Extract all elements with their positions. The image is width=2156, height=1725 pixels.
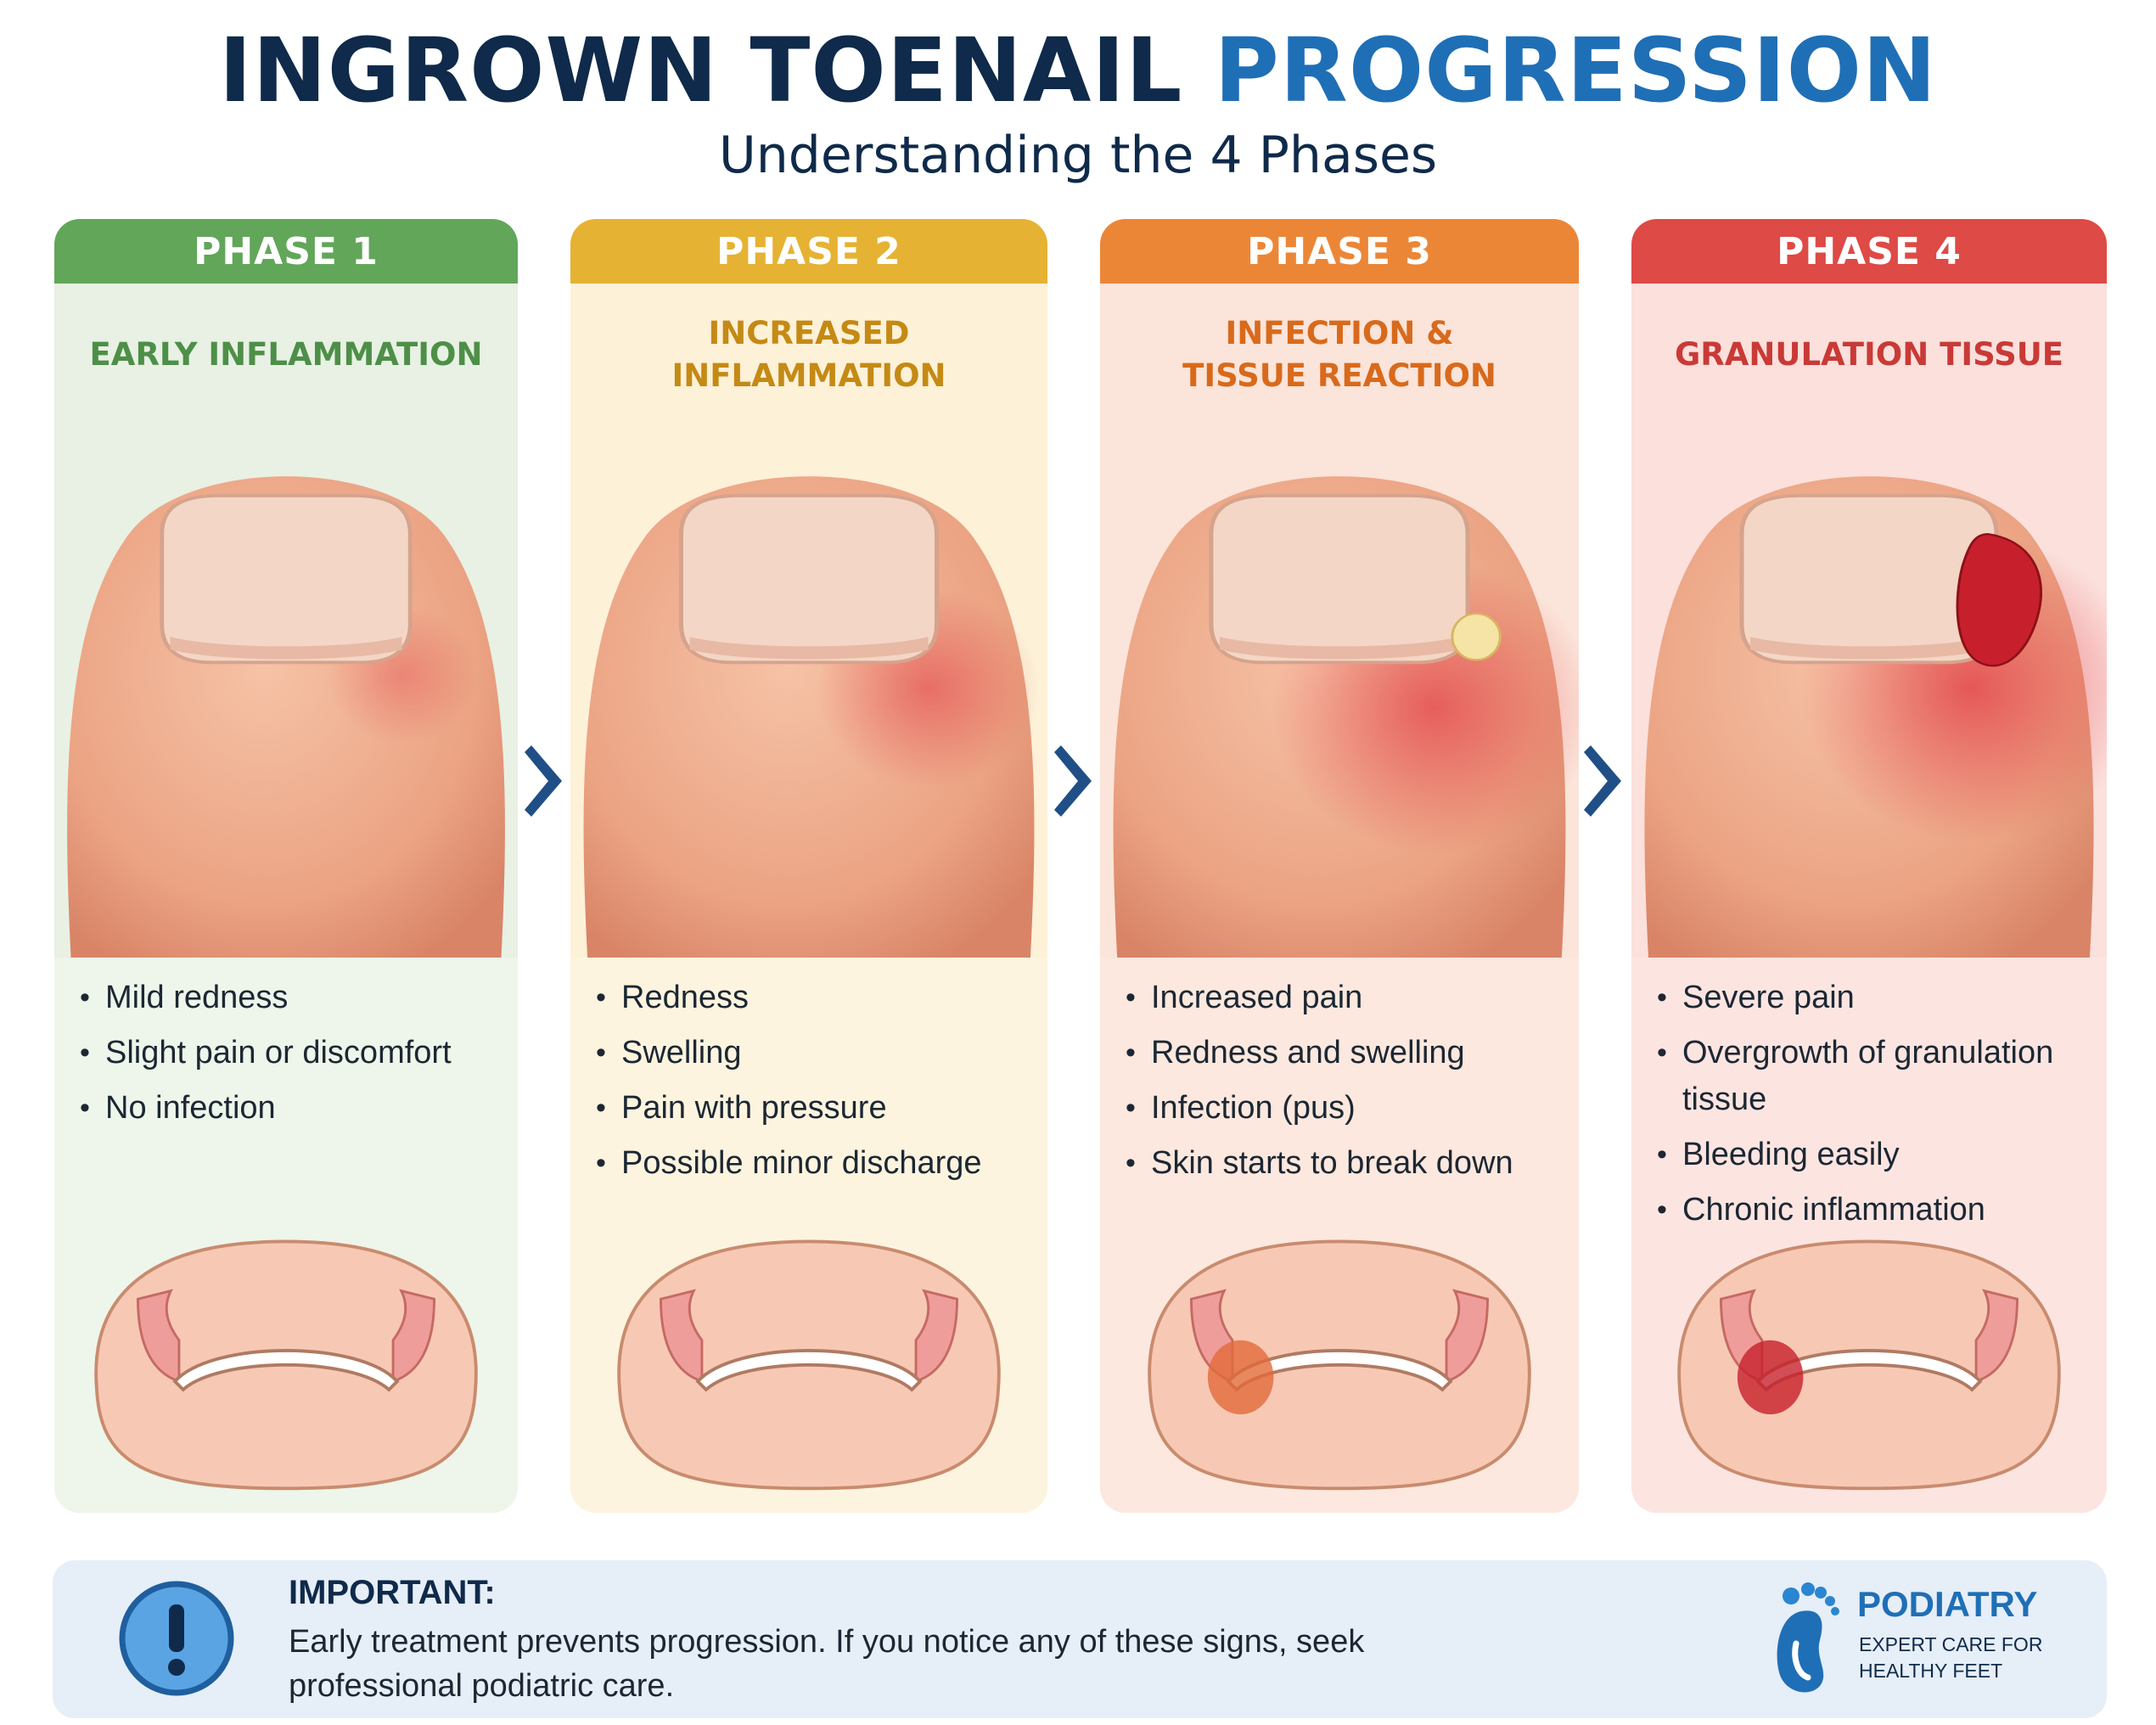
phase-label: PHASE 1 <box>54 219 518 284</box>
phase-card-3: PHASE 3 INFECTION & TISSUE REACTION Increa… <box>1100 219 1579 1513</box>
nail-cross-section <box>695 1348 923 1392</box>
symptom-item: Mild redness <box>80 975 492 1021</box>
phase-stage-name: GRANULATION TISSUE <box>1674 336 2064 373</box>
cross-section-diagram <box>1677 1239 2061 1491</box>
phase-stage-name: EARLY INFLAMMATION <box>89 336 483 373</box>
phase-card-2: PHASE 2 INCREASED INFLAMMATION Redness Swel… <box>570 219 1047 1513</box>
symptom-item: Pain with pressure <box>596 1085 1022 1132</box>
important-notice: IMPORTANT: Early treatment prevents prog… <box>53 1560 2107 1718</box>
notice-heading: IMPORTANT: <box>289 1574 496 1611</box>
toe-illustration <box>583 476 1039 958</box>
symptom-item: Bleeding easily <box>1657 1132 2081 1178</box>
symptom-item: Possible minor discharge <box>596 1140 1022 1187</box>
nail-cross-section <box>1226 1348 1453 1392</box>
symptom-list: Severe pain Overgrowth of granulation tis… <box>1631 975 2107 1255</box>
toenail <box>160 493 413 665</box>
granulation-tissue <box>1956 533 2042 667</box>
toe-illustration <box>67 476 505 958</box>
phase-label: PHASE 2 <box>570 219 1047 284</box>
cross-section <box>587 1225 1030 1497</box>
toe-illustration <box>1644 476 2107 958</box>
title-accent: PROGRESSION <box>1214 19 1938 122</box>
cross-section <box>1648 1225 2090 1497</box>
symptom-item: Swelling <box>596 1030 1022 1076</box>
cross-section-diagram <box>617 1239 1001 1491</box>
nail-cross-section <box>172 1348 400 1392</box>
symptom-item: Slight pain or discomfort <box>80 1030 492 1076</box>
toenail <box>678 493 940 665</box>
toenail <box>1739 493 1999 665</box>
symptom-list: Redness Swelling Pain with pressure Possibl… <box>570 975 1047 1255</box>
phase-label: PHASE 3 <box>1100 219 1579 284</box>
symptom-item: Chronic inflammation <box>1657 1187 2081 1233</box>
symptom-list: Increased pain Redness and swelling Infect… <box>1100 975 1579 1255</box>
toenail <box>1209 493 1470 665</box>
symptom-item: No infection <box>80 1085 492 1132</box>
chevron-right-icon <box>1584 745 1621 817</box>
symptom-item: Redness <box>596 975 1022 1021</box>
brand-tagline: EXPERT CARE FOR HEALTHY FEET <box>1859 1633 2043 1682</box>
cross-section <box>71 1225 501 1497</box>
toe-photo <box>570 406 1047 958</box>
toe-photo <box>54 406 518 958</box>
exclamation-icon <box>119 1581 234 1696</box>
notice-body: Early treatment prevents progression. If… <box>289 1624 1365 1704</box>
symptom-item: Severe pain <box>1657 975 2081 1021</box>
symptom-item: Skin starts to break down <box>1126 1140 1553 1187</box>
foot-icon <box>1777 1582 1839 1693</box>
brand-name: PODIATRY <box>1857 1584 2038 1624</box>
title-main: INGROWN TOENAIL <box>218 19 1183 122</box>
cross-section <box>1117 1225 1562 1497</box>
chevron-right-icon <box>525 745 562 817</box>
nail-cross-section <box>1755 1348 1983 1392</box>
chevron-right-icon <box>1054 745 1092 817</box>
phase-card-1: PHASE 1 EARLY INFLAMMATION Mild redness Sli… <box>54 219 518 1513</box>
symptom-item: Increased pain <box>1126 975 1553 1021</box>
phase-stage-name: INCREASED INFLAMMATION <box>671 315 946 394</box>
symptom-item: Infection (pus) <box>1126 1085 1553 1132</box>
page-title: INGROWN TOENAIL PROGRESSION <box>0 19 2156 122</box>
toe-photo <box>1631 406 2107 958</box>
phase-stage-name: INFECTION & TISSUE REACTION <box>1182 315 1496 394</box>
phase-card-4: PHASE 4 GRANULATION TISSUE Severe pain Over… <box>1631 219 2107 1513</box>
symptom-item: Overgrowth of granulation tissue <box>1657 1030 2081 1123</box>
cross-section-diagram <box>1148 1239 1531 1491</box>
phase-label: PHASE 4 <box>1631 219 2107 284</box>
toe-illustration <box>1113 476 1579 958</box>
symptom-list: Mild redness Slight pain or discomfort No … <box>54 975 518 1255</box>
symptom-item: Redness and swelling <box>1126 1030 1553 1076</box>
cross-section-diagram <box>94 1239 478 1491</box>
page-subtitle: Understanding the 4 Phases <box>718 126 1438 185</box>
pus-drop <box>1451 612 1502 661</box>
toe-photo <box>1100 406 1579 958</box>
